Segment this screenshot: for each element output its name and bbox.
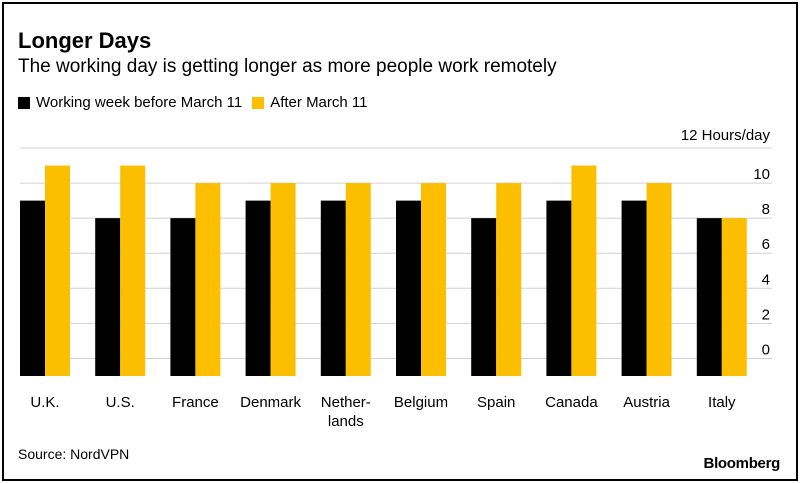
x-tick-label-3: Denmark [240, 394, 301, 411]
bar-after-3 [270, 183, 296, 376]
y-tick-label-12: 12 Hours/day [681, 127, 771, 144]
bar-after-8 [646, 183, 672, 376]
source-note: Source: NordVPN [18, 446, 130, 462]
bar-after-2 [195, 183, 221, 376]
bar-after-1 [120, 165, 146, 376]
bar-before-5 [396, 200, 421, 376]
bar-before-2 [170, 218, 196, 376]
bar-after-0 [45, 165, 70, 376]
legend-label-after: After March 11 [270, 94, 368, 111]
legend-item-before: Working week before March 11 [18, 94, 242, 111]
x-tick-label-7: Canada [545, 394, 598, 411]
bar-before-1 [95, 218, 121, 376]
legend-label-before: Working week before March 11 [36, 94, 243, 111]
bar-before-6 [471, 218, 497, 376]
y-tick-label-6: 6 [762, 236, 770, 253]
chart-subtitle: The working day is getting longer as mor… [18, 56, 557, 77]
x-tick-label-9: Italy [708, 394, 736, 411]
x-tick-label-4: Nether-lands [321, 394, 371, 430]
y-tick-label-2: 2 [762, 306, 770, 323]
x-tick-label-1: U.S. [106, 394, 135, 411]
x-tick-label-6: Spain [477, 394, 515, 411]
bar-after-4 [345, 183, 371, 376]
bloomberg-logo: Bloomberg [703, 455, 781, 472]
bar-after-9 [721, 218, 747, 376]
bar-before-9 [696, 218, 722, 376]
bar-before-4 [320, 200, 346, 376]
bar-before-7 [546, 200, 572, 376]
y-tick-label-10: 10 [753, 166, 770, 183]
y-tick-label-8: 8 [762, 201, 770, 218]
bar-before-8 [621, 200, 647, 376]
x-tick-label-0: U.K. [30, 394, 59, 411]
legend-swatch-before [18, 96, 30, 109]
x-tick-label-5: Belgium [394, 394, 448, 411]
y-tick-label-4: 4 [762, 271, 770, 288]
bar-after-7 [571, 165, 597, 376]
bar-before-0 [20, 200, 45, 376]
legend-swatch-after [252, 96, 265, 109]
chart-title: Longer Days [18, 28, 152, 53]
chart-legend: Working week before March 11 After March… [18, 94, 377, 111]
x-tick-label-8: Austria [623, 394, 670, 411]
x-tick-label-2: France [172, 394, 219, 411]
bar-before-3 [245, 200, 271, 376]
bar-after-5 [421, 183, 446, 376]
bar-after-6 [496, 183, 522, 376]
y-tick-label-0: 0 [762, 341, 770, 358]
legend-item-after: After March 11 [252, 94, 367, 111]
